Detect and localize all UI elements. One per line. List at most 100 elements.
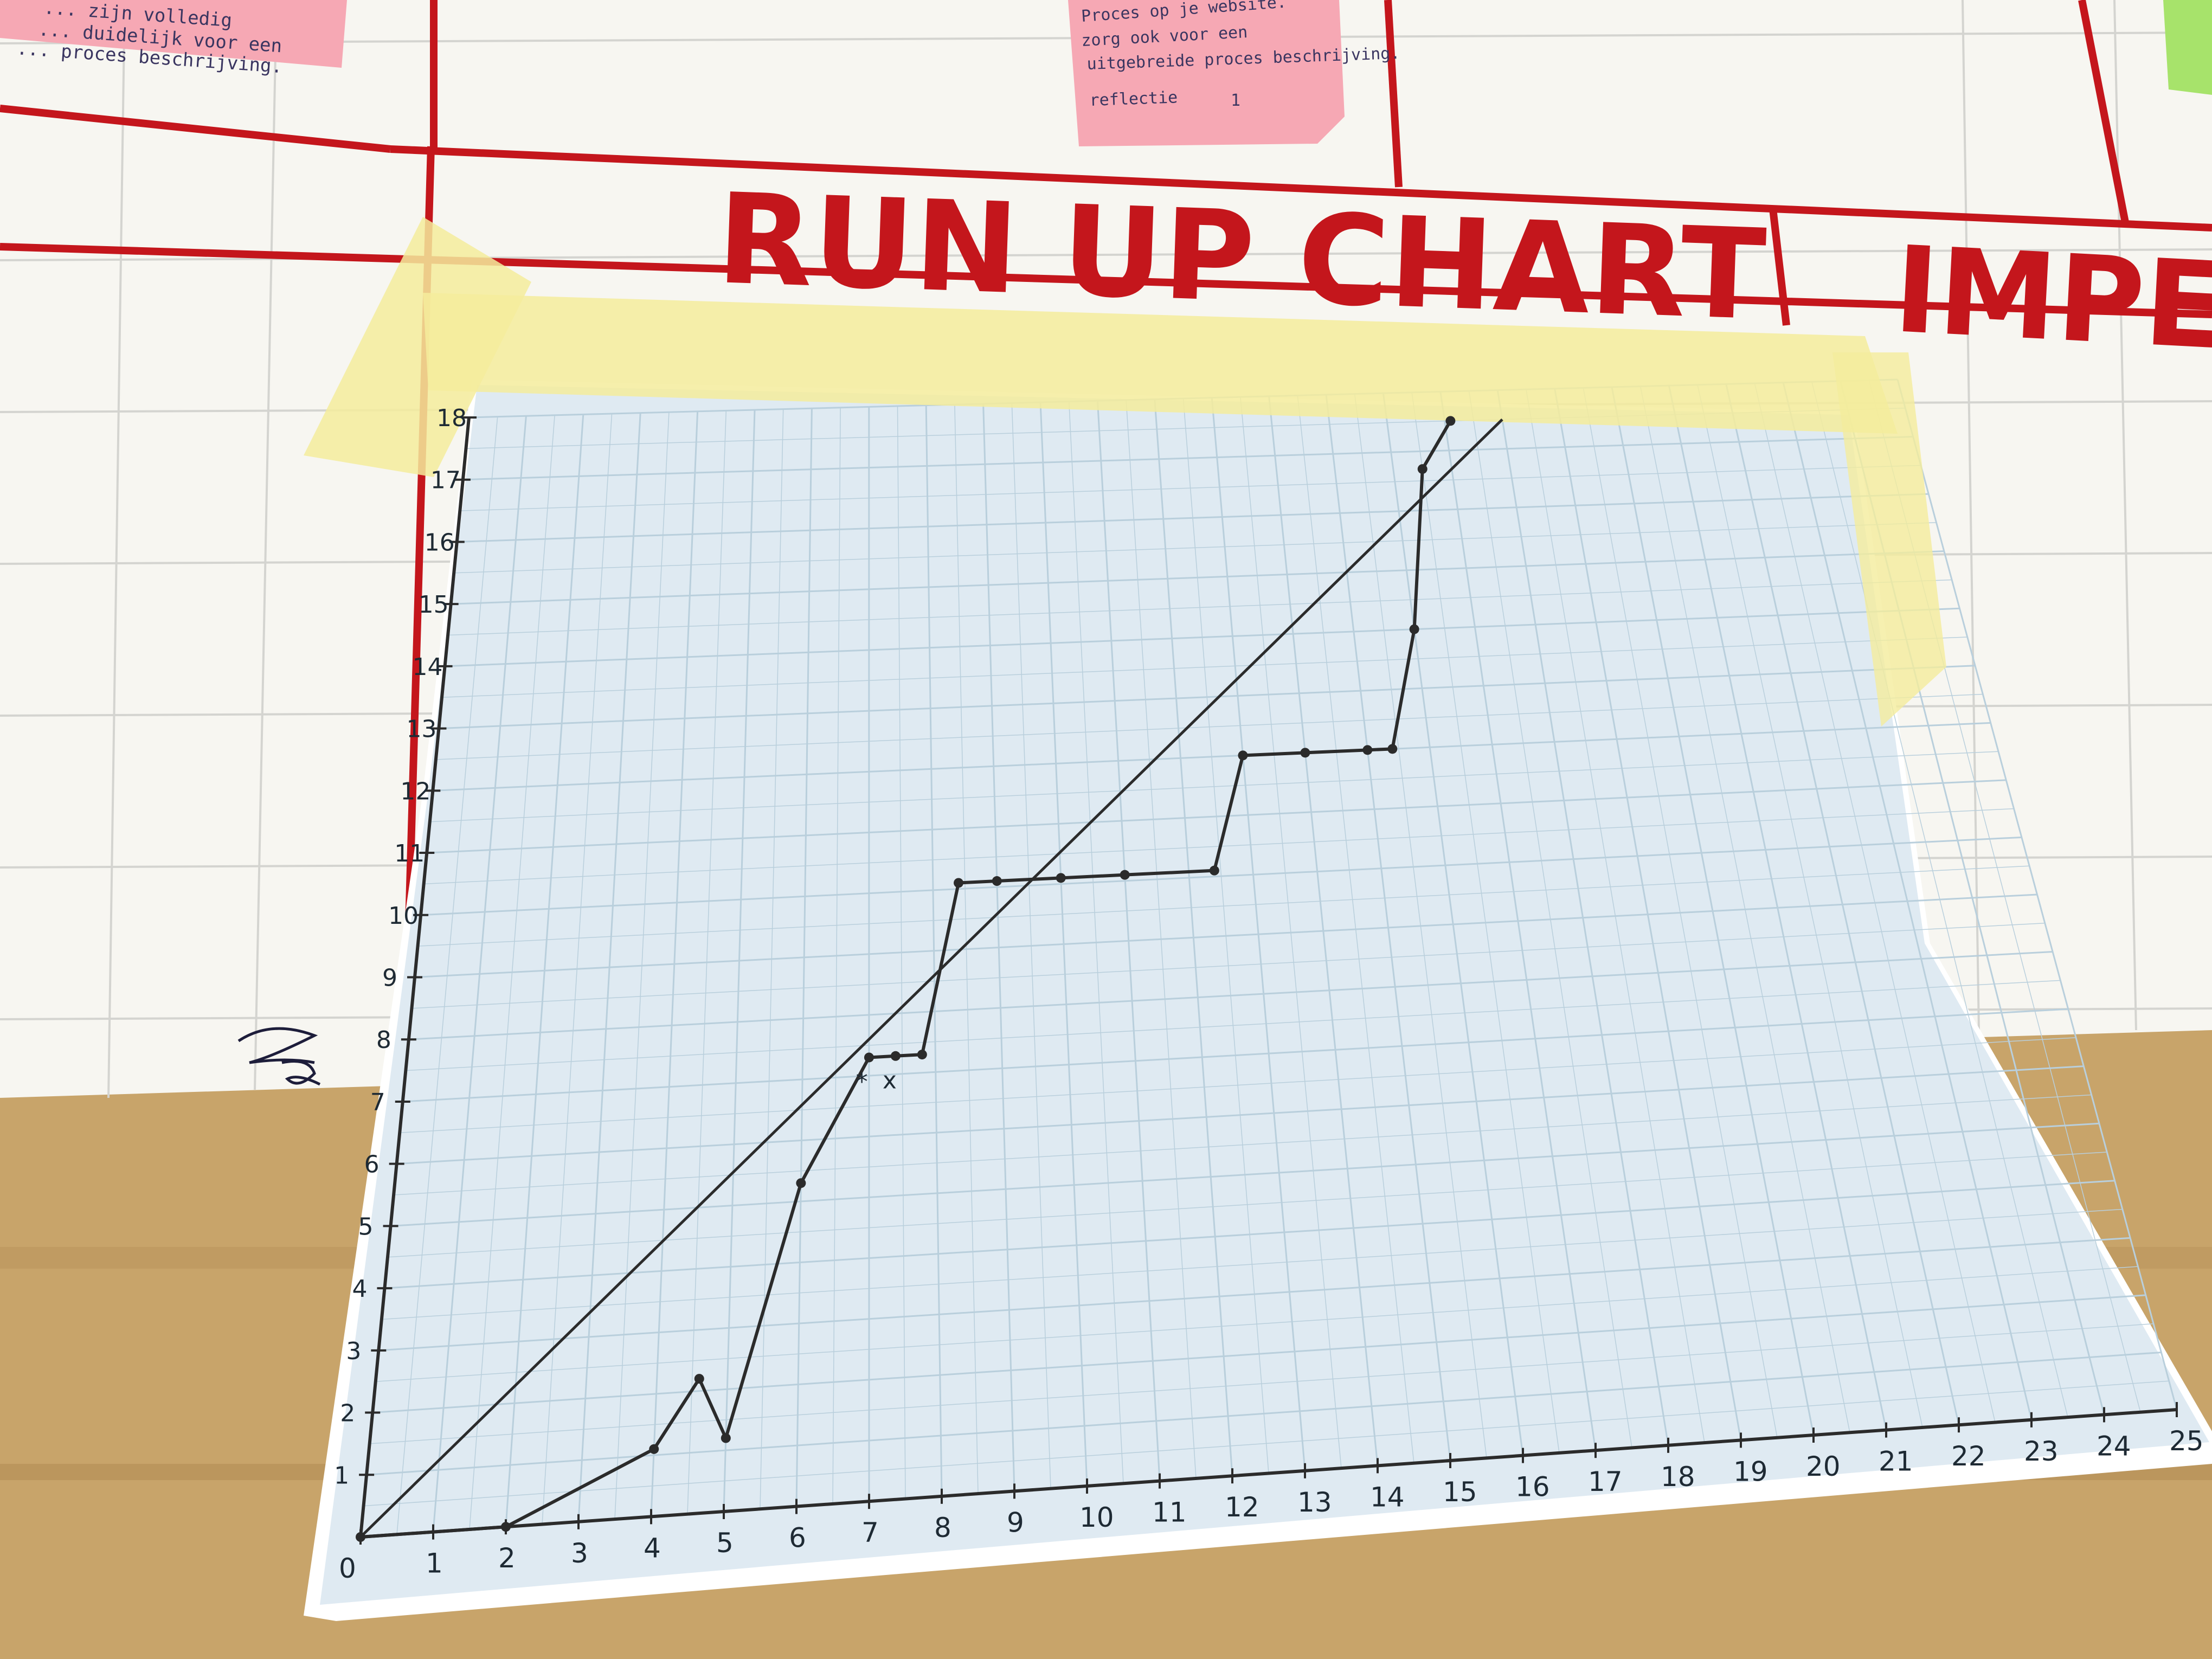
y-tick-label: 8: [376, 1026, 391, 1054]
grid-line: [421, 836, 2022, 916]
chart-annotation: *: [856, 1068, 868, 1096]
y-tick-label: 17: [430, 467, 461, 494]
grid-line: [396, 1065, 2084, 1165]
run-up-chart: 0 1 2 3 4 5 6 7 8 9 10 11 12 13 14 15 16 17 18 19 20 21 22 23 24…: [334, 404, 2204, 1584]
sticky-center-line: reflectie: [1089, 88, 1178, 110]
data-point: [992, 876, 1002, 886]
masking-tape-top: [423, 293, 1898, 434]
y-tick-label: 9: [382, 964, 397, 992]
x-tick-label: 20: [1806, 1451, 1841, 1482]
data-point: [1445, 416, 1456, 426]
grid-line: [414, 893, 2037, 978]
y-tick-label: 7: [370, 1089, 385, 1116]
grid-line: [417, 865, 2030, 947]
y-tick-label: 13: [406, 716, 436, 743]
data-point: [1300, 748, 1310, 758]
masking-tape-corner: [304, 217, 531, 477]
grid-line: [462, 436, 1913, 481]
grid-line: [408, 951, 2053, 1040]
x-tick-label: 15: [1443, 1476, 1477, 1508]
grid-line: [411, 923, 2045, 1009]
next-column-title: IMPEDIN: [1891, 220, 2212, 389]
data-point: [864, 1052, 874, 1063]
grid-line: [402, 1008, 2068, 1103]
grid-line: [372, 1294, 2146, 1414]
y-tick-label: 18: [436, 404, 467, 432]
x-tick-label: 9: [1007, 1507, 1024, 1538]
y-tick-label: 14: [413, 653, 443, 681]
sticky-note-center: Proces op je website. zorg ook voor een …: [1068, 0, 1400, 146]
x-tick-label: 25: [2169, 1425, 2204, 1457]
x-tick-label: 24: [2097, 1430, 2131, 1462]
masking-tape-right: [1832, 352, 1946, 726]
signature-doodle: [237, 1027, 321, 1086]
grid-line: [429, 751, 1999, 822]
grid-line: [435, 693, 1983, 760]
data-point: [954, 878, 964, 888]
grid-line: [406, 980, 2061, 1071]
x-tick-label: 7: [861, 1517, 879, 1548]
x-tick-label: 11: [1152, 1497, 1187, 1528]
x-tick-label: 23: [2024, 1436, 2059, 1467]
chart-annotation: x: [883, 1066, 897, 1094]
grid-line: [400, 1037, 2076, 1134]
x-tick-label: 8: [934, 1512, 951, 1544]
ideal-line: [359, 418, 1503, 1538]
grid-line: [384, 1180, 2115, 1289]
data-point: [1120, 870, 1130, 880]
data-point: [721, 1433, 731, 1443]
graph-paper-fine-grid: [359, 378, 2178, 1538]
graph-paper-grid-area: [320, 385, 2209, 1605]
grid-line: [445, 607, 1960, 667]
x-tick-label: 19: [1733, 1456, 1768, 1487]
grid-line: [387, 1152, 2107, 1258]
data-point: [501, 1522, 511, 1532]
y-tick-label: 10: [388, 902, 419, 930]
grid-line: [366, 1351, 2162, 1476]
y-tick-label: 3: [346, 1338, 361, 1365]
data-point: [1387, 744, 1398, 754]
x-tick-label: 18: [1661, 1461, 1695, 1493]
grid-line: [439, 665, 1976, 730]
x-axis: [360, 1408, 2177, 1539]
x-tick-label: 16: [1515, 1471, 1550, 1503]
data-point: [1417, 464, 1427, 474]
grid-line: [381, 1208, 2123, 1320]
x-tick-label: 2: [498, 1542, 516, 1574]
data-point: [1409, 624, 1419, 634]
data-point: [1362, 745, 1373, 755]
y-tick-label: 2: [340, 1400, 355, 1427]
y-tick-label: 16: [425, 529, 455, 556]
grid-line: [378, 1237, 2131, 1352]
data-point: [649, 1444, 659, 1454]
data-point: [890, 1051, 901, 1061]
grid-line: [454, 522, 1937, 574]
data-point: [1056, 873, 1066, 883]
data-point: [1238, 750, 1248, 761]
grid-line: [433, 722, 1991, 792]
grid-line: [441, 636, 1967, 698]
grid-line: [427, 779, 2007, 854]
sticky-note-green: [2163, 0, 2212, 95]
grid-line: [369, 1323, 2154, 1444]
y-tick-label: 12: [400, 777, 430, 805]
x-tick-label: 10: [1079, 1502, 1114, 1533]
grid-line: [460, 465, 1921, 511]
data-point: [796, 1178, 806, 1188]
y-tick-label: 6: [364, 1151, 380, 1179]
grid-line: [375, 1266, 2138, 1382]
board-red-lines: [0, 0, 2212, 1096]
grid-line: [451, 550, 1944, 605]
x-tick-label: 12: [1225, 1491, 1259, 1523]
x-tick-label: 5: [716, 1527, 734, 1559]
x-tick-label: 1: [426, 1548, 443, 1579]
x-tick-label: 21: [1879, 1446, 1913, 1477]
x-tick-label: 3: [571, 1538, 588, 1569]
y-tick-label: 15: [419, 591, 449, 619]
x-tick-label: 6: [789, 1522, 806, 1554]
grid-line: [456, 493, 1929, 543]
y-tick-label: 11: [394, 840, 425, 867]
sticky-center-mark: 1: [1231, 91, 1240, 110]
x-tick-label: 17: [1588, 1466, 1623, 1497]
y-tick-label: 4: [352, 1275, 367, 1303]
